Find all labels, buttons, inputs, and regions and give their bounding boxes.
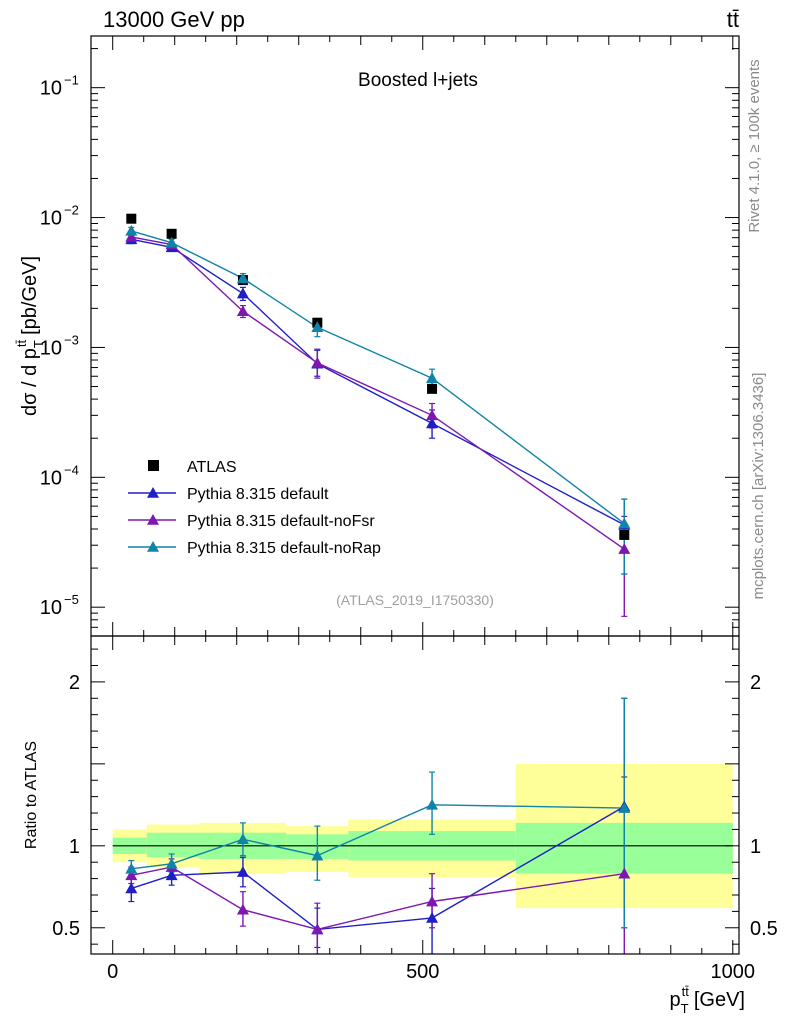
ratio-series-0-line (131, 805, 625, 931)
header-energy-label: 13000 GeV pp (103, 7, 245, 32)
legend-marker-series-0 (147, 487, 159, 498)
ratio-series-2-point (426, 798, 439, 810)
series-2-line (131, 230, 625, 525)
mcplots-label: mcplots.cern.ch [arXiv:1306.3436] (750, 373, 767, 600)
ratio-panel: 0.5 0.5 1 1 2 2 0 500 1000 Ratio to ATLAS pTtt̄[… (23, 635, 778, 1016)
ratio-series-1-point (125, 869, 138, 881)
ratio-y-tick-label-right: 0.5 (750, 918, 778, 940)
series-0-point (236, 287, 249, 299)
series-2-point (236, 272, 249, 284)
analysis-watermark: (ATLAS_2019_I1750330) (336, 592, 494, 608)
series-2-point (125, 224, 138, 236)
series-1-line (131, 236, 625, 550)
y-tick-label: 10 (40, 78, 62, 100)
atlas-data-point (126, 213, 137, 224)
y-tick-label: 10 (40, 597, 62, 619)
ratio-panel-frame (90, 635, 740, 955)
ratio-y-axis-label: Ratio to ATLAS (23, 741, 40, 849)
series-2-point (426, 372, 439, 383)
x-tick-label: 500 (406, 961, 439, 983)
y-tick-label: 10 (40, 467, 62, 489)
y-tick-label-exponent: −2 (64, 203, 79, 218)
ratio-series-0-point (165, 869, 178, 881)
ratio-series-1-point (311, 923, 324, 935)
ratio-series-2-point (165, 857, 178, 869)
ratio-series-2-point (618, 802, 631, 813)
legend-label-0: ATLAS (187, 459, 237, 476)
series-1-point (236, 305, 249, 317)
atlas-data-point (427, 383, 438, 394)
ratio-series-1-point (618, 867, 631, 879)
series-1-point (426, 409, 439, 421)
series-2-point (165, 236, 178, 248)
y-tick-label-exponent: −1 (64, 73, 79, 88)
ratio-series-1-line (131, 866, 625, 931)
series-1-point (618, 543, 631, 554)
legend-marker-atlas (148, 460, 159, 471)
header-process-label: tt̄ (727, 7, 739, 32)
ratio-series-2-line (131, 804, 625, 870)
y-tick-label: 10 (40, 208, 62, 230)
ratio-series-1-point (236, 903, 249, 915)
y-tick-label-exponent: −3 (64, 332, 79, 347)
main-panel: 10−110−210−310−410−5 Boosted l+jets (ATL… (14, 35, 740, 637)
x-axis-label: pTtt̄ [GeV] (670, 984, 745, 1016)
x-tick-label: 0 (107, 961, 118, 983)
legend-label-2: Pythia 8.315 default-noFsr (187, 513, 375, 530)
plot-title: Boosted l+jets (358, 70, 478, 91)
y-tick-label: 10 (40, 337, 62, 359)
ratio-y-tick-label-right: 1 (750, 836, 761, 858)
y-tick-label-exponent: −4 (64, 462, 79, 477)
series-0-point (426, 417, 439, 429)
legend-label-1: Pythia 8.315 default (187, 486, 329, 503)
legend: ATLAS Pythia 8.315 default Pythia 8.315 de… (128, 459, 381, 557)
x-tick-label: 1000 (711, 961, 756, 983)
ratio-y-tick-label-right: 2 (750, 672, 761, 694)
y-axis-label: dσ / d pTtt̄[pb/GeV] (14, 256, 46, 416)
series-1-point (311, 356, 324, 368)
uncertainty-band-green (146, 832, 200, 858)
legend-marker-series-1 (147, 514, 159, 525)
atlas-data-point (166, 228, 177, 239)
series-2-point (311, 321, 324, 333)
ratio-y-tick-label-left: 1 (69, 836, 80, 858)
ratio-series-2-point (311, 849, 324, 861)
ratio-series-2-point (125, 862, 138, 874)
series-1-point (125, 230, 138, 242)
legend-label-3: Pythia 8.315 default-noRap (187, 540, 381, 557)
legend-marker-series-2 (147, 541, 159, 552)
ratio-y-tick-label-left: 2 (69, 672, 80, 694)
ratio-series-2-point (236, 833, 249, 845)
series-2-point (618, 517, 631, 529)
ratio-series-0-point (426, 911, 439, 923)
ratio-series-0-point (236, 866, 249, 877)
ratio-y-tick-label-left: 0.5 (52, 918, 80, 940)
y-tick-label-exponent: −5 (64, 592, 79, 607)
atlas-data-point (619, 529, 630, 540)
ratio-series-0-point (125, 882, 138, 894)
ratio-series-1-point (426, 895, 439, 907)
series-0-line (131, 238, 625, 526)
rivet-version-label: Rivet 4.1.0, ≥ 100k events (746, 59, 763, 232)
